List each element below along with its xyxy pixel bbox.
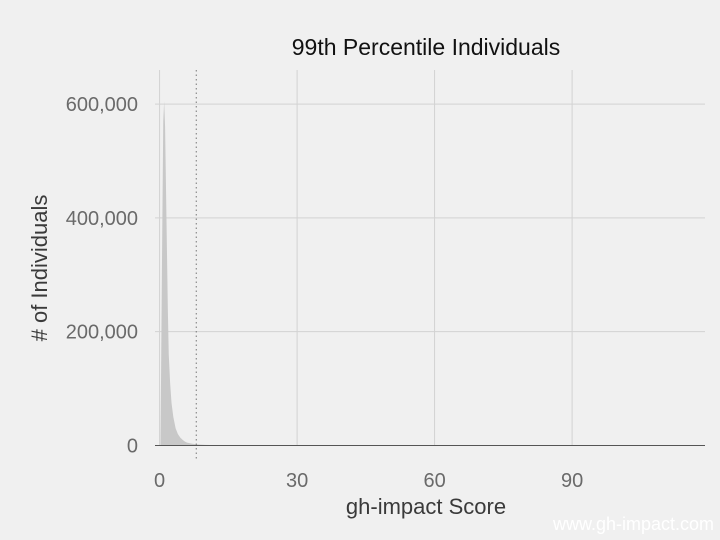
y-axis-ticks: 0 200,000 400,000 600,000 xyxy=(66,94,138,457)
chart-title: 99th Percentile Individuals xyxy=(292,34,561,60)
y-tick-label: 400,000 xyxy=(66,208,138,230)
x-tick-label: 0 xyxy=(154,470,165,492)
y-tick-label: 0 xyxy=(127,435,138,457)
y-tick-label: 200,000 xyxy=(66,322,138,344)
series-area xyxy=(160,101,701,446)
y-tick-label: 600,000 xyxy=(66,94,138,116)
x-tick-label: 60 xyxy=(423,470,445,492)
watermark: www.gh-impact.com xyxy=(552,514,714,534)
y-axis-label: # of Individuals xyxy=(27,195,52,342)
gridlines xyxy=(155,70,705,446)
x-axis-label: gh-impact Score xyxy=(346,494,506,519)
x-axis-ticks: 0 30 60 90 xyxy=(154,470,583,492)
x-tick-label: 30 xyxy=(286,470,308,492)
x-tick-label: 90 xyxy=(561,470,583,492)
series-area-path xyxy=(160,101,701,446)
